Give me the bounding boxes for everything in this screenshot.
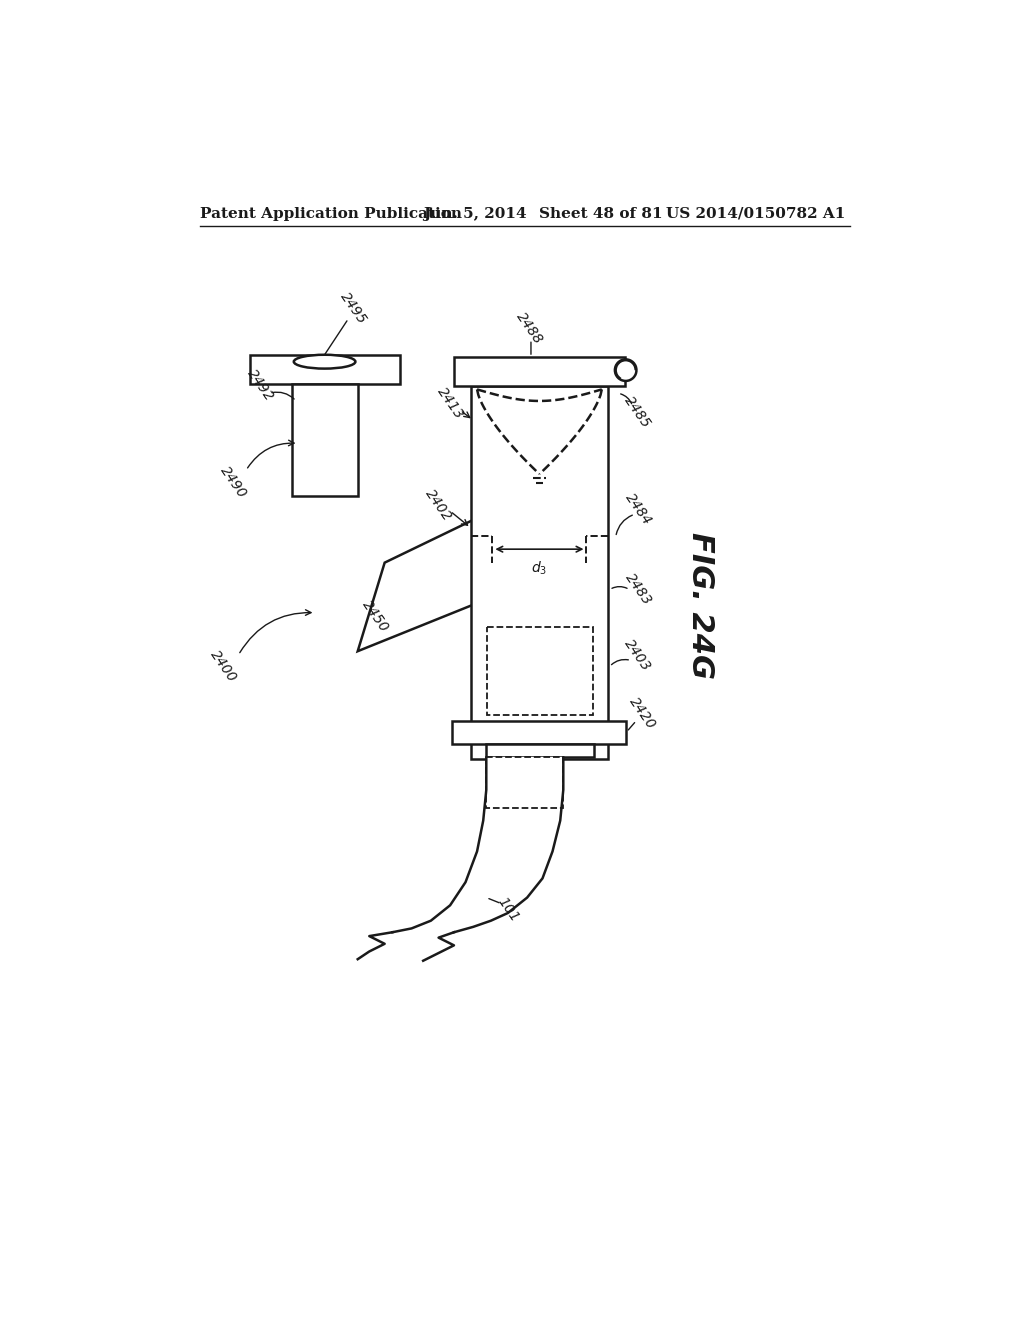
Bar [453, 721, 627, 743]
Bar [250, 355, 400, 384]
Text: 2484: 2484 [623, 490, 654, 527]
Text: 2495: 2495 [338, 290, 370, 327]
Bar [487, 627, 593, 715]
Text: US 2014/0150782 A1: US 2014/0150782 A1 [666, 207, 845, 220]
Text: 2490: 2490 [217, 463, 249, 500]
Text: 2483: 2483 [623, 572, 654, 609]
Text: 2413: 2413 [434, 384, 466, 422]
Text: 2492: 2492 [244, 367, 275, 404]
Bar [292, 384, 357, 496]
Text: 2400: 2400 [207, 648, 239, 685]
Text: 2488: 2488 [513, 309, 546, 346]
Bar [486, 743, 594, 758]
Ellipse shape [294, 355, 355, 368]
Circle shape [615, 360, 636, 380]
Text: Patent Application Publication: Patent Application Publication [200, 207, 462, 220]
Text: 101: 101 [495, 894, 521, 924]
Text: 2420: 2420 [627, 694, 658, 731]
Polygon shape [357, 519, 475, 651]
Text: 2485: 2485 [622, 393, 653, 432]
Text: $d_3$: $d_3$ [531, 560, 548, 577]
Text: 2403: 2403 [622, 636, 653, 673]
Bar [486, 758, 563, 808]
Text: 2450: 2450 [359, 598, 391, 635]
Text: 2402: 2402 [423, 486, 455, 524]
Text: Jun. 5, 2014: Jun. 5, 2014 [423, 207, 526, 220]
Bar [471, 385, 608, 759]
Bar [454, 358, 625, 385]
Text: FIG. 24G: FIG. 24G [686, 532, 715, 678]
Text: Sheet 48 of 81: Sheet 48 of 81 [539, 207, 663, 220]
